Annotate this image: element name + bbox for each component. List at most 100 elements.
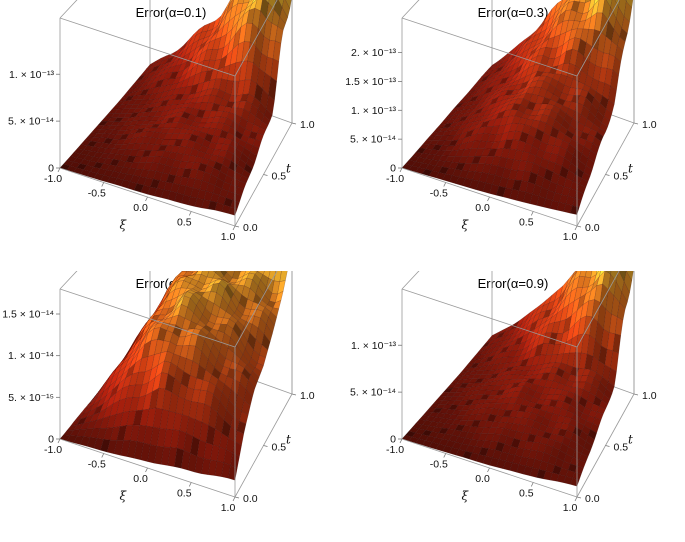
y-axis-label: t [628, 432, 633, 446]
y-tick-label: 0.5 [272, 442, 287, 454]
surface-svg: Error(α=0.7)-1.0-0.50.00.51.0ξ 0.00.51.0t… [2, 271, 315, 514]
y-tick-label: 1.0 [300, 390, 315, 402]
y-tick-mark [234, 496, 240, 499]
chart-title: Error(α=0.1) [136, 5, 207, 20]
x-axis-label: ξ [120, 489, 128, 503]
x-tick-label: 0.5 [519, 217, 534, 229]
x-tick-mark [188, 482, 192, 487]
z-tick-label: 5. × 10⁻¹⁴ [350, 387, 396, 399]
surface-plot-alpha-0.7: Error(α=0.7) -1.0 -0.5 0.0 0.5 1.0 ξ 0.0 0.5 1.0 t… [0, 271, 342, 542]
x-axis-label: ξ [462, 218, 470, 232]
surface-mesh [401, 271, 634, 487]
surface-mesh [59, 0, 292, 216]
x-tick-mark [145, 467, 148, 473]
z-tick-label: 0 [48, 434, 54, 446]
y-tick-mark [576, 496, 582, 499]
x-tick-label: 0.5 [177, 488, 192, 500]
x-tick-label: -0.5 [430, 459, 448, 471]
bounding-box-front [401, 271, 635, 498]
z-tick-label: 0 [390, 163, 396, 175]
x-tick-label: 1.0 [221, 502, 236, 514]
z-tick-label: 1. × 10⁻¹³ [9, 69, 54, 81]
x-tick-mark [101, 453, 105, 458]
x-tick-label: -0.5 [88, 459, 106, 471]
y-tick-label: 0.0 [243, 222, 258, 234]
x-tick-mark [530, 211, 534, 216]
x-tick-mark [188, 211, 192, 216]
x-tick-mark [399, 438, 403, 444]
y-tick-label: 0.0 [243, 493, 258, 505]
y-tick-label: 1.0 [642, 390, 657, 402]
surface-plot-alpha-0.1: Error(α=0.1) -1.0 -0.5 0.0 0.5 1.0 ξ 0.0 0.5 1.0 t… [0, 0, 342, 271]
z-tick-label: 1. × 10⁻¹³ [351, 340, 396, 352]
x-tick-label: 0.5 [519, 488, 534, 500]
x-tick-mark [487, 196, 490, 202]
y-tick-label: 0.0 [585, 493, 600, 505]
y-tick-label: 1.0 [642, 119, 657, 131]
z-tick-label: 2. × 10⁻¹³ [351, 47, 396, 59]
x-tick-label: -1.0 [44, 444, 62, 456]
z-tick-label: 1.5 × 10⁻¹⁴ [2, 309, 54, 321]
y-tick-label: 1.0 [300, 119, 315, 131]
y-tick-mark [633, 393, 639, 396]
x-tick-mark [443, 453, 447, 458]
x-tick-mark [145, 196, 148, 202]
z-tick-label: 5. × 10⁻¹⁴ [350, 134, 396, 146]
x-tick-label: -0.5 [430, 188, 448, 200]
y-tick-mark [234, 225, 240, 228]
y-tick-label: 0.5 [272, 171, 287, 183]
y-tick-mark [263, 445, 268, 447]
y-tick-mark [633, 122, 639, 125]
surface-mesh [401, 0, 634, 215]
x-tick-mark [57, 167, 61, 173]
y-tick-mark [576, 225, 582, 228]
x-tick-label: 1.0 [563, 231, 578, 243]
x-tick-mark [487, 467, 490, 473]
y-tick-mark [605, 445, 610, 447]
z-tick-label: 5. × 10⁻¹⁴ [8, 116, 54, 128]
surface-mesh [59, 271, 288, 481]
surface-svg: Error(α=0.3) -1.0 -0.5 0.0 0.5 1.0 ξ 0.0 0.5 1.0 t… [345, 0, 657, 243]
x-tick-label: 0.0 [133, 473, 148, 485]
y-tick-mark [291, 122, 297, 125]
x-tick-mark [530, 482, 534, 487]
y-tick-mark [263, 174, 268, 176]
y-axis-label: t [286, 432, 291, 446]
x-tick-mark [574, 225, 578, 231]
x-tick-label: -0.5 [88, 188, 106, 200]
y-axis-label: t [628, 161, 633, 175]
z-tick-label: 1. × 10⁻¹⁴ [8, 350, 54, 362]
y-tick-mark [605, 174, 610, 176]
chart-title: Error(α=0.3) [478, 5, 549, 20]
x-tick-label: -1.0 [386, 173, 404, 185]
z-tick-label: 1. × 10⁻¹³ [351, 105, 396, 117]
y-tick-mark [291, 393, 297, 396]
y-tick-label: 0.5 [614, 442, 629, 454]
x-tick-label: 0.5 [177, 217, 192, 229]
x-tick-label: 0.0 [133, 202, 148, 214]
x-tick-mark [101, 182, 105, 187]
surface-plot-alpha-0.3: Error(α=0.3) -1.0 -0.5 0.0 0.5 1.0 ξ 0.0 0.5 1.0 t… [342, 0, 684, 271]
bounding-box-front [59, 271, 293, 498]
chart-title: Error(α=0.9) [478, 276, 549, 291]
x-tick-label: -1.0 [44, 173, 62, 185]
y-tick-label: 0.0 [585, 222, 600, 234]
x-tick-mark [57, 438, 61, 444]
x-tick-mark [232, 496, 236, 502]
surface-svg: Error(α=0.1) -1.0 -0.5 0.0 0.5 1.0 ξ 0.0 0.5 1.0 t… [8, 0, 315, 243]
x-axis-label: ξ [120, 218, 128, 232]
surface-plot-alpha-0.9: Error(α=0.9) -1.0 -0.5 0.0 0.5 1.0 ξ 0.0 0.5 1.0 t… [342, 271, 684, 542]
z-tick-label: 0 [390, 434, 396, 446]
z-tick-label: 1.5 × 10⁻¹³ [345, 76, 396, 88]
z-tick-label: 5. × 10⁻¹⁵ [8, 392, 54, 404]
x-axis-label: ξ [462, 489, 470, 503]
x-tick-mark [443, 182, 447, 187]
x-tick-label: 1.0 [563, 502, 578, 514]
x-tick-label: 1.0 [221, 231, 236, 243]
x-tick-label: 0.0 [475, 473, 490, 485]
z-tick-label: 0 [48, 163, 54, 175]
surface-svg: Error(α=0.9) -1.0 -0.5 0.0 0.5 1.0 ξ 0.0 0.5 1.0 t… [350, 271, 657, 514]
x-tick-mark [574, 496, 578, 502]
y-tick-label: 0.5 [614, 171, 629, 183]
x-tick-mark [232, 225, 236, 231]
